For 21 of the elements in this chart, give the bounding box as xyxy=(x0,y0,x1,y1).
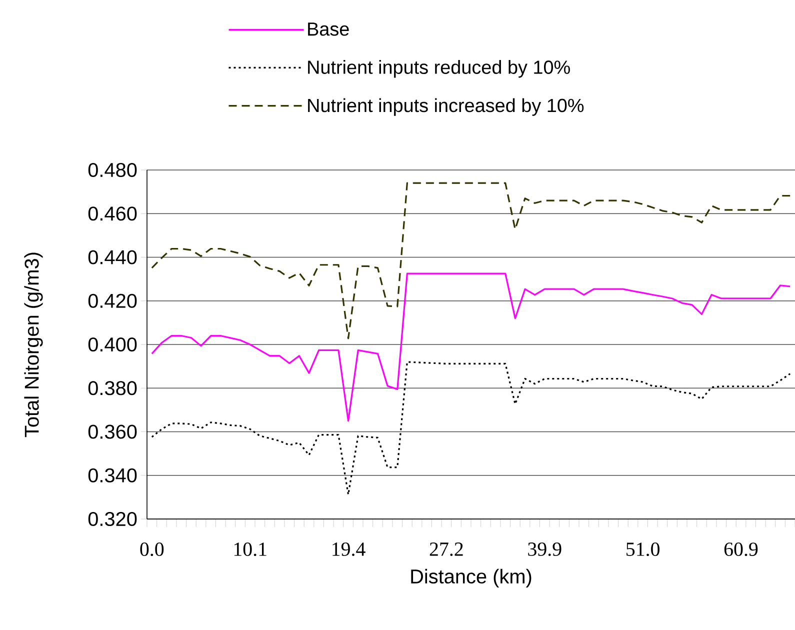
legend-label: Nutrient inputs increased by 10% xyxy=(308,98,584,116)
x-tick-label: 19.4 xyxy=(332,542,366,556)
x-tick-label: 51.0 xyxy=(626,542,660,556)
x-tick-label: 0.0 xyxy=(140,542,164,556)
legend-label: Nutrient inputs reduced by 10% xyxy=(308,60,570,78)
x-axis-title: Distance (km) xyxy=(411,568,532,588)
y-tick-label: 0.320 xyxy=(88,512,137,526)
y-tick-label: 0.360 xyxy=(88,424,137,439)
x-tick-label: 10.1 xyxy=(234,542,266,556)
y-tick-label: 0.380 xyxy=(88,381,137,396)
y-tick-label: 0.400 xyxy=(88,337,137,352)
x-tick-label: 27.2 xyxy=(430,542,463,556)
y-tick-label: 0.460 xyxy=(88,206,137,221)
y-tick-label: 0.440 xyxy=(88,250,137,264)
y-tick-label: 0.480 xyxy=(88,162,137,178)
y-tick-label: 0.340 xyxy=(88,468,137,482)
y-axis-title: Total Nitorgen (g/m3) xyxy=(24,252,43,438)
y-tick-label: 0.420 xyxy=(88,294,137,308)
x-tick-label: 39.9 xyxy=(528,542,562,556)
legend-label: Base xyxy=(308,22,349,36)
x-tick-label: 60.9 xyxy=(724,542,758,556)
